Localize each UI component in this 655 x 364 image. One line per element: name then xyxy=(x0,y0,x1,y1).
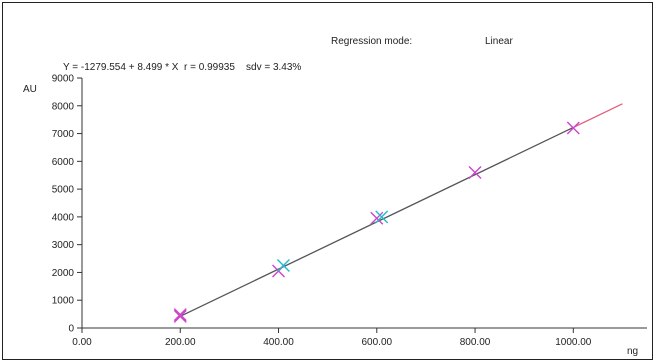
data-points xyxy=(173,121,580,323)
data-point xyxy=(276,259,290,272)
y-tick-label: 0 xyxy=(68,324,74,335)
data-point xyxy=(566,121,580,135)
x-tick-label: 400.00 xyxy=(263,337,294,348)
y-tick-label: 1000 xyxy=(52,296,75,307)
data-point-stroke xyxy=(276,259,290,272)
data-point xyxy=(468,165,482,179)
calibration-chart: Regression mode: Linear Y = -1279.554 + … xyxy=(23,36,647,357)
regression-line xyxy=(179,103,623,317)
y-tick-label: 6000 xyxy=(52,157,75,168)
axes: 0 1000 2000 3000 4000 5000 6000 7000 8000 9000 0.0… xyxy=(52,74,647,348)
regression-mode-value: Linear xyxy=(485,36,513,47)
x-tick-label: 200.00 xyxy=(165,337,196,348)
y-tick-label: 7000 xyxy=(52,129,75,140)
x-tick-label: 0.00 xyxy=(72,337,92,348)
y-axis-label: AU xyxy=(23,84,37,95)
data-point xyxy=(370,211,384,225)
data-point-stroke xyxy=(173,309,187,323)
data-point xyxy=(173,308,187,322)
regression-equation: Y = -1279.554 + 8.499 * X r = 0.99935 sd… xyxy=(63,62,301,73)
y-tick-label: 4000 xyxy=(52,212,75,223)
chart-frame: Regression mode: Linear Y = -1279.554 + … xyxy=(2,2,653,360)
x-tick-label: 1000.00 xyxy=(555,337,592,348)
data-point-stroke xyxy=(375,210,389,224)
data-point-stroke xyxy=(370,211,384,225)
data-point-stroke xyxy=(468,165,482,179)
y-tick-label: 5000 xyxy=(52,185,75,196)
y-tick-label: 8000 xyxy=(52,101,75,112)
data-point xyxy=(173,309,187,323)
x-axis-label: ng xyxy=(627,346,638,357)
data-point xyxy=(375,210,389,224)
y-tick-label: 3000 xyxy=(52,240,75,251)
regression-mode-label: Regression mode: xyxy=(331,36,412,47)
y-tick-label: 2000 xyxy=(52,268,75,279)
data-point-stroke xyxy=(566,121,580,135)
data-point-stroke xyxy=(173,308,187,322)
y-tick-label: 9000 xyxy=(52,74,75,85)
x-tick-label: 800.00 xyxy=(460,337,491,348)
regression-line-extension xyxy=(573,103,623,129)
x-tick-label: 600.00 xyxy=(361,337,392,348)
